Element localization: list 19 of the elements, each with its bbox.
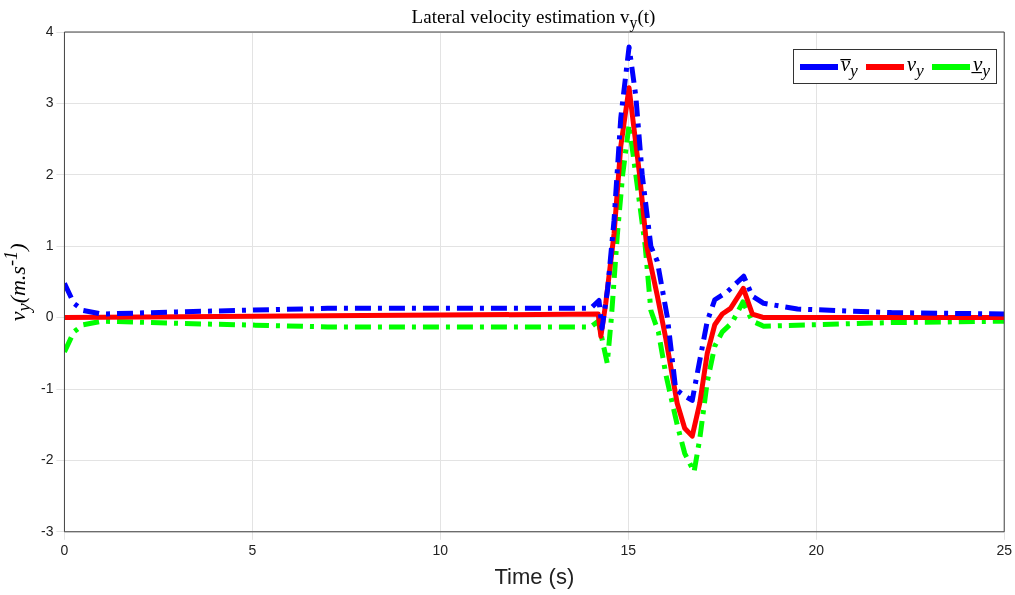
- x-tick-label: 15: [620, 542, 637, 559]
- y-tick-label: -1: [41, 379, 54, 396]
- x-tick-label: 0: [60, 542, 69, 559]
- y-tick-label: -2: [41, 451, 54, 468]
- legend-label: v̅$_{y}$: [840, 52, 858, 82]
- x-axis-title: Time (s): [494, 563, 575, 589]
- x-tick-label: 20: [808, 542, 825, 559]
- y-tick-label: 2: [45, 165, 54, 182]
- y-tick-label: 0: [45, 308, 54, 325]
- legend-label: v$_{y}$: [906, 52, 924, 82]
- y-tick-label: -3: [41, 522, 54, 539]
- x-tick-label: 10: [432, 542, 449, 559]
- legend-label: v̲$_{y}$: [972, 52, 990, 82]
- x-tick-label: 25: [996, 542, 1013, 559]
- y-tick-label: 4: [45, 22, 54, 39]
- y-tick-label: 3: [45, 94, 54, 111]
- x-tick-label: 5: [248, 542, 257, 559]
- chart-title: Lateral velocity estimation v$_{y}$(t): [410, 6, 657, 32]
- y-tick-label: 1: [45, 237, 54, 254]
